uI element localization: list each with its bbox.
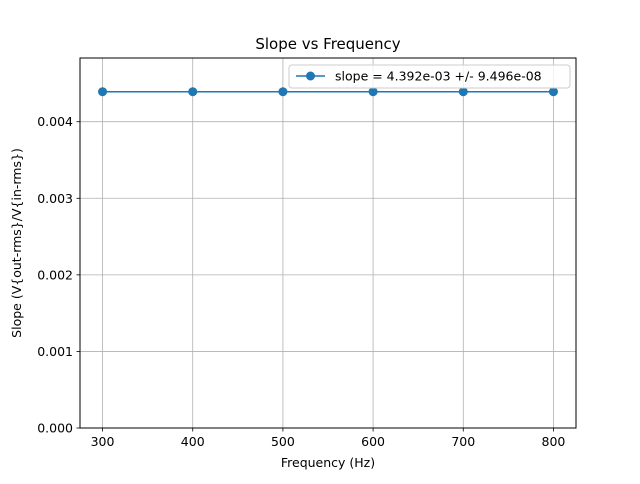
x-ticks: 300 400 500 600 700 800 bbox=[91, 428, 566, 449]
x-tick-label: 700 bbox=[451, 434, 475, 449]
legend-box bbox=[288, 64, 571, 89]
y-tick-label: 0.003 bbox=[37, 191, 73, 206]
y-ticks: 0.000 0.001 0.002 0.003 0.004 bbox=[37, 114, 80, 436]
series-layer bbox=[98, 87, 558, 97]
data-point bbox=[98, 87, 108, 97]
grid bbox=[80, 58, 576, 429]
x-tick-label: 500 bbox=[271, 434, 295, 449]
y-axis-label: Slope (V{out-rms}/V{in-rms}) bbox=[9, 148, 24, 338]
legend-label: slope = 4.392e-03 +/- 9.496e-08 bbox=[335, 69, 542, 84]
y-tick-label: 0.000 bbox=[37, 421, 73, 436]
x-tick-label: 300 bbox=[91, 434, 115, 449]
data-point bbox=[278, 87, 288, 97]
x-tick-label: 400 bbox=[181, 434, 205, 449]
y-tick-label: 0.001 bbox=[37, 344, 73, 359]
data-point bbox=[548, 87, 558, 97]
y-tick-label: 0.002 bbox=[37, 267, 73, 282]
plot-frame bbox=[79, 57, 577, 429]
legend-marker-swatch bbox=[306, 71, 315, 81]
x-tick-label: 600 bbox=[361, 434, 385, 449]
legend: slope = 4.392e-03 +/- 9.496e-08 bbox=[288, 64, 571, 89]
data-point bbox=[188, 87, 198, 97]
y-tick-label: 0.004 bbox=[37, 114, 73, 129]
chart-title: Slope vs Frequency bbox=[255, 35, 400, 53]
x-tick-label: 800 bbox=[542, 434, 566, 449]
x-axis-label: Frequency (Hz) bbox=[281, 455, 375, 470]
data-point bbox=[368, 87, 378, 97]
data-point bbox=[458, 87, 468, 97]
